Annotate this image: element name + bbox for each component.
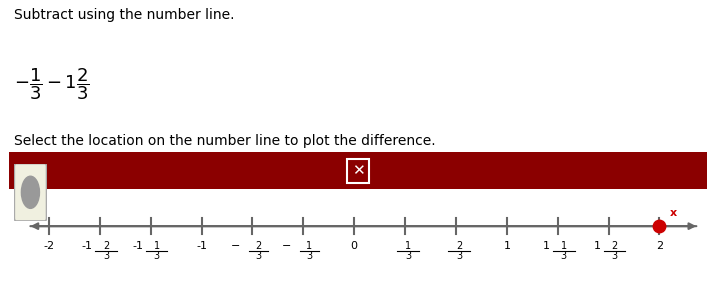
Text: 3: 3	[154, 251, 160, 261]
Text: 1: 1	[154, 241, 160, 251]
Text: 3: 3	[306, 251, 312, 261]
Text: -2: -2	[44, 241, 54, 251]
Text: 1: 1	[306, 241, 312, 251]
Text: -1: -1	[196, 241, 207, 251]
Text: 1: 1	[405, 241, 411, 251]
Text: x: x	[670, 208, 677, 218]
Text: 2: 2	[456, 241, 462, 251]
Text: Subtract using the number line.: Subtract using the number line.	[14, 8, 235, 22]
Text: 2: 2	[611, 241, 618, 251]
Text: 1: 1	[561, 241, 567, 251]
Text: 3: 3	[456, 251, 462, 261]
Text: 2: 2	[256, 241, 261, 251]
Text: −: −	[231, 241, 241, 251]
Text: 0: 0	[351, 241, 358, 251]
Circle shape	[21, 176, 39, 208]
Text: 2: 2	[103, 241, 109, 251]
FancyBboxPatch shape	[14, 164, 47, 221]
Text: 3: 3	[561, 251, 567, 261]
Bar	[9, 152, 707, 189]
Text: -1: -1	[132, 241, 143, 251]
Text: −: −	[282, 241, 291, 251]
Text: 3: 3	[405, 251, 411, 261]
Text: 3: 3	[256, 251, 261, 261]
Text: 2: 2	[656, 241, 663, 251]
Text: $-\dfrac{1}{3} - 1\dfrac{2}{3}$: $-\dfrac{1}{3} - 1\dfrac{2}{3}$	[14, 66, 90, 102]
Text: ✕: ✕	[352, 163, 364, 178]
Text: 3: 3	[103, 251, 109, 261]
Text: -1: -1	[81, 241, 92, 251]
Text: 1: 1	[594, 241, 601, 251]
Text: 1: 1	[543, 241, 550, 251]
Text: 1: 1	[503, 241, 511, 251]
Text: Select the location on the number line to plot the difference.: Select the location on the number line t…	[14, 134, 436, 148]
Text: 3: 3	[611, 251, 618, 261]
